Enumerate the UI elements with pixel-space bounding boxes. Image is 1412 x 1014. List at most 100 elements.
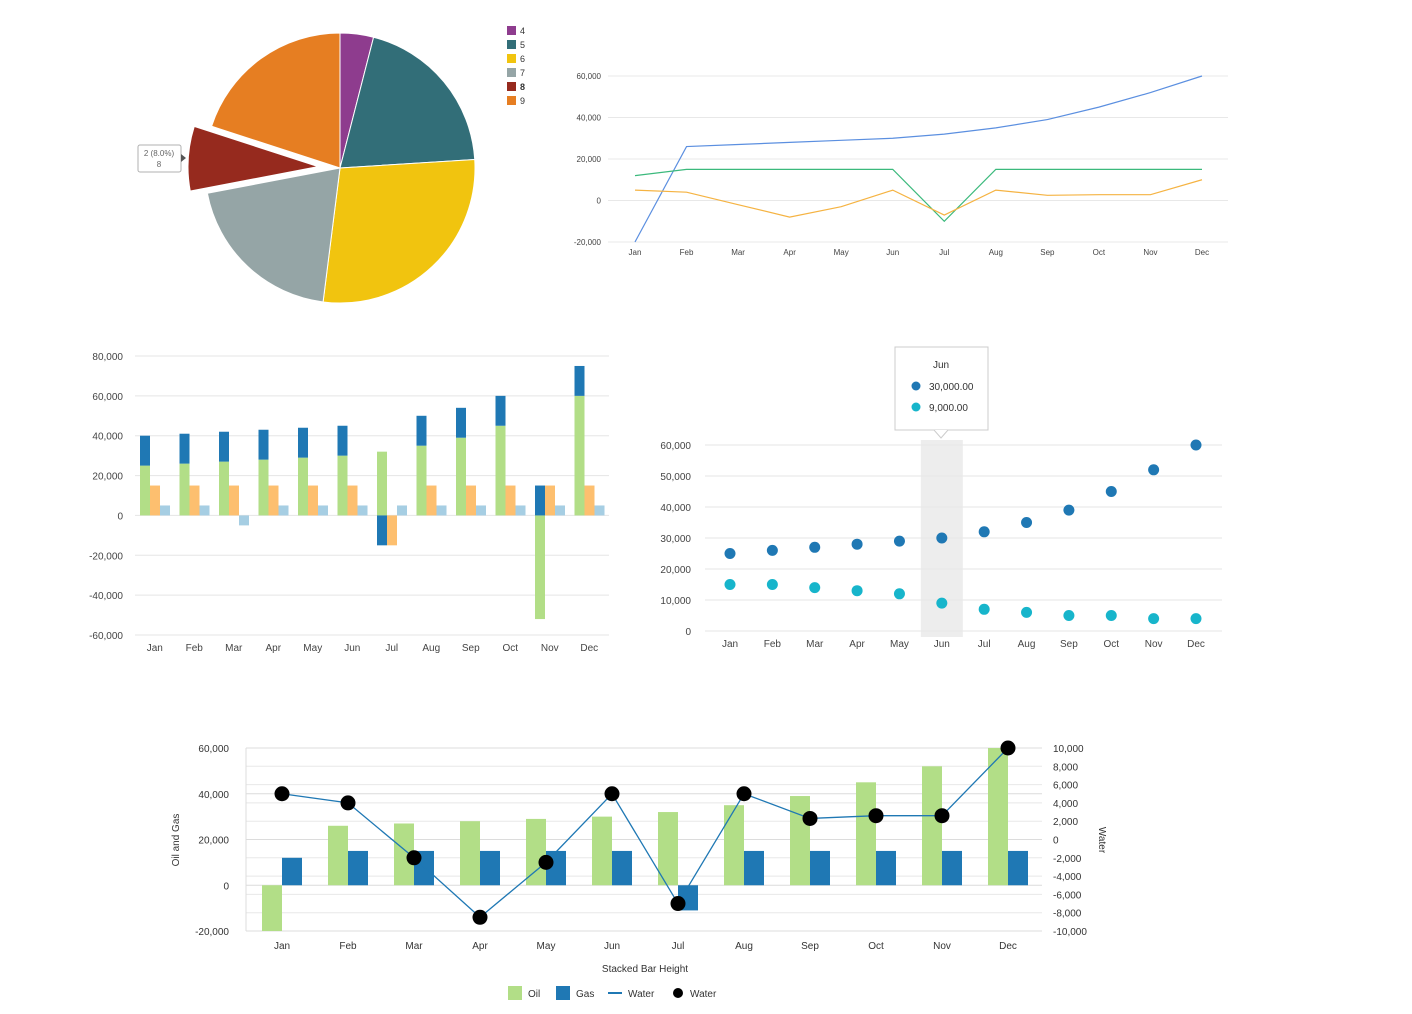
bar-gas[interactable] — [377, 515, 387, 546]
scatter-point[interactable] — [724, 548, 736, 559]
bar-oil[interactable] — [592, 816, 612, 886]
bar-oil[interactable] — [526, 818, 546, 886]
scatter-point[interactable] — [893, 535, 905, 547]
water-marker[interactable] — [802, 810, 818, 826]
line-series-1[interactable] — [634, 75, 1203, 243]
water-marker[interactable] — [406, 850, 422, 866]
bar-series-4[interactable] — [436, 505, 447, 516]
pie-slice-7[interactable] — [206, 167, 341, 303]
bar-gas[interactable] — [337, 425, 348, 456]
bar-gas[interactable] — [876, 850, 896, 886]
bar-series-3[interactable] — [347, 485, 358, 516]
bar-oil[interactable] — [258, 459, 269, 516]
bar-oil[interactable] — [262, 885, 282, 931]
line-series-2[interactable] — [634, 168, 1202, 223]
scatter-point[interactable] — [936, 532, 948, 544]
scatter-point[interactable] — [1190, 613, 1202, 625]
bar-series-3[interactable] — [229, 485, 239, 516]
bar-oil[interactable] — [337, 455, 348, 516]
bar-oil[interactable] — [535, 515, 545, 620]
bar-oil[interactable] — [922, 766, 942, 886]
scatter-point[interactable] — [1105, 486, 1117, 497]
bar-oil[interactable] — [394, 823, 414, 886]
scatter-point[interactable] — [978, 603, 990, 615]
bar-series-3[interactable] — [268, 485, 279, 516]
bar-series-3[interactable] — [150, 485, 160, 516]
bar-oil[interactable] — [460, 821, 480, 886]
bar-series-4[interactable] — [160, 505, 170, 516]
scatter-point[interactable] — [1148, 464, 1160, 476]
pie-slice-9[interactable] — [210, 32, 341, 169]
bar-oil[interactable] — [140, 465, 150, 516]
bar-gas[interactable] — [574, 365, 585, 396]
bar-gas[interactable] — [612, 850, 632, 886]
scatter-point[interactable] — [893, 588, 905, 600]
scatter-point[interactable] — [809, 582, 821, 594]
bar-series-3[interactable] — [584, 485, 595, 516]
bar-gas[interactable] — [495, 395, 506, 426]
bar-series-4[interactable] — [199, 505, 210, 516]
bar-oil[interactable] — [495, 425, 506, 516]
bar-series-3[interactable] — [466, 485, 476, 516]
scatter-point[interactable] — [724, 579, 736, 590]
bar-series-4[interactable] — [397, 505, 407, 516]
water-marker[interactable] — [670, 896, 686, 912]
water-marker[interactable] — [1000, 740, 1016, 756]
water-marker[interactable] — [340, 795, 356, 811]
bar-series-4[interactable] — [594, 505, 605, 516]
pie-slice-5[interactable] — [339, 36, 476, 169]
bar-oil[interactable] — [179, 463, 190, 516]
bar-series-4[interactable] — [515, 505, 526, 516]
bar-series-4[interactable] — [476, 505, 486, 516]
bar-oil[interactable] — [658, 812, 678, 886]
bar-oil[interactable] — [328, 825, 348, 886]
bar-gas[interactable] — [282, 857, 302, 886]
bar-gas[interactable] — [456, 407, 466, 438]
bar-series-4[interactable] — [278, 505, 289, 516]
scatter-point[interactable] — [1105, 610, 1117, 621]
bar-gas[interactable] — [298, 427, 308, 458]
bar-series-3[interactable] — [387, 515, 397, 546]
bar-gas[interactable] — [810, 850, 830, 886]
bar-series-4[interactable] — [555, 505, 565, 516]
scatter-point[interactable] — [851, 585, 863, 597]
bar-oil[interactable] — [790, 796, 810, 886]
scatter-point[interactable] — [1148, 613, 1160, 625]
water-marker[interactable] — [472, 909, 488, 925]
scatter-point[interactable] — [851, 538, 863, 550]
scatter-point[interactable] — [1021, 606, 1033, 618]
bar-series-4[interactable] — [357, 505, 368, 516]
bar-oil[interactable] — [298, 457, 308, 516]
line-series-3[interactable] — [634, 179, 1203, 218]
water-marker[interactable] — [868, 808, 884, 824]
bar-oil[interactable] — [456, 437, 466, 516]
bar-oil[interactable] — [574, 395, 585, 516]
scatter-point[interactable] — [766, 544, 778, 556]
bar-series-3[interactable] — [308, 485, 318, 516]
scatter-point[interactable] — [936, 597, 948, 609]
bar-series-3[interactable] — [189, 485, 200, 516]
bar-series-3[interactable] — [545, 485, 555, 516]
scatter-point[interactable] — [766, 579, 778, 590]
bar-gas[interactable] — [140, 435, 150, 466]
scatter-point[interactable] — [978, 526, 990, 538]
water-marker[interactable] — [934, 808, 950, 824]
bar-oil[interactable] — [377, 451, 387, 516]
bar-gas[interactable] — [480, 850, 500, 886]
bar-oil[interactable] — [416, 445, 427, 516]
scatter-point[interactable] — [1190, 439, 1202, 451]
scatter-point[interactable] — [1063, 504, 1075, 516]
bar-gas[interactable] — [258, 429, 269, 460]
bar-series-3[interactable] — [426, 485, 437, 516]
bar-gas[interactable] — [942, 850, 962, 886]
scatter-point[interactable] — [1063, 610, 1075, 621]
bar-gas[interactable] — [1008, 850, 1028, 886]
water-marker[interactable] — [736, 786, 752, 802]
water-marker[interactable] — [538, 854, 554, 870]
bar-oil[interactable] — [988, 748, 1008, 886]
pie-slice-6[interactable] — [322, 158, 476, 304]
water-marker[interactable] — [604, 786, 620, 802]
bar-oil[interactable] — [856, 782, 876, 886]
water-line[interactable] — [281, 747, 1009, 919]
bar-gas[interactable] — [219, 431, 229, 462]
